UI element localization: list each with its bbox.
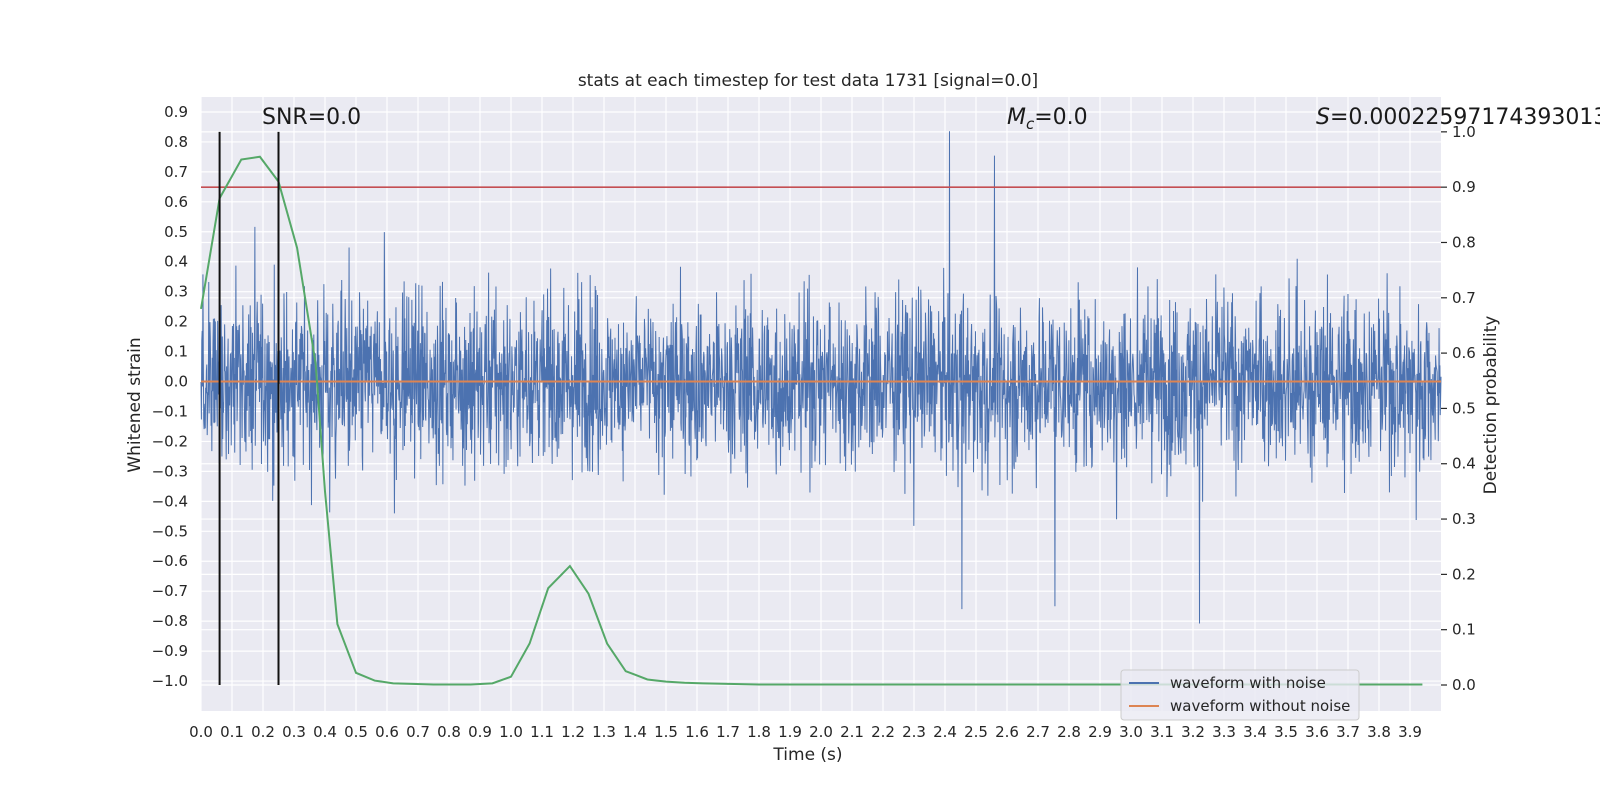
y-tick-label: −0.5 (152, 522, 188, 540)
legend-box (1120, 669, 1360, 721)
y2-tick-label: 0.0 (1452, 676, 1476, 694)
y2-tick-label: 0.3 (1452, 510, 1476, 528)
y-axis-ticks: 0.9 0.8 0.7 0.6 0.5 0.4 0.3 0.2 0.1 0.0 −0.1 −0.2 −0… (152, 103, 188, 690)
x-tick-label: 0.4 (313, 723, 337, 741)
x-tick-label: 3.0 (1119, 723, 1143, 741)
series-detection-probability (200, 155, 1423, 686)
y2-tick-label: 0.5 (1452, 399, 1476, 417)
x-tick-label: 1.9 (778, 723, 802, 741)
x-tick-label: 0.2 (251, 723, 275, 741)
x-tick-label: 1.6 (685, 723, 709, 741)
y2-axis-label: Detection probability (1481, 316, 1501, 495)
y2-tick-label: 0.6 (1452, 344, 1476, 362)
y-tick-label: −0.9 (152, 642, 188, 660)
y-tick-label: 0.2 (164, 313, 188, 331)
x-axis-ticks: 0.0 0.1 0.2 0.3 0.4 0.5 0.6 0.7 0.8 0.9 1.0 1.1 1.2 1… (189, 723, 1422, 741)
x-tick-label: 1.0 (499, 723, 523, 741)
legend: waveform with noise waveform without noi… (1120, 669, 1360, 721)
chirp-mass-annotation: Mc=0.0 (1007, 105, 1088, 133)
y-axis-label: Whitened strain (125, 337, 145, 472)
x-tick-label: 1.4 (623, 723, 647, 741)
x-tick-label: 2.1 (840, 723, 864, 741)
x-tick-label: 0.5 (344, 723, 368, 741)
x-tick-label: 1.8 (747, 723, 771, 741)
y-tick-label: −0.1 (152, 402, 188, 420)
y-tick-label: 0.4 (164, 253, 188, 271)
x-tick-label: 1.5 (654, 723, 678, 741)
y-tick-label: −0.8 (152, 612, 188, 630)
x-tick-label: 1.2 (561, 723, 585, 741)
legend-label-clean: waveform without noise (1170, 697, 1350, 715)
y2-axis-ticks: 1.0 0.9 0.8 0.7 0.6 0.5 0.4 0.3 0.2 0.1 0.0 (1441, 123, 1476, 694)
x-tick-label: 3.8 (1367, 723, 1391, 741)
x-tick-label: 2.2 (871, 723, 895, 741)
x-tick-label: 3.9 (1398, 723, 1422, 741)
x-tick-label: 3.6 (1305, 723, 1329, 741)
y2-tick-label: 0.2 (1452, 565, 1476, 583)
y-tick-label: 0.1 (164, 343, 188, 361)
vertical-markers (218, 131, 280, 686)
x-tick-label: 0.9 (468, 723, 492, 741)
x-tick-label: 0.1 (220, 723, 244, 741)
y-tick-label: 0.6 (164, 193, 188, 211)
x-tick-label: 2.4 (933, 723, 957, 741)
y2-tick-label: 1.0 (1452, 123, 1476, 141)
series-waveform-with-noise (200, 131, 1442, 624)
y2-tick-label: 0.7 (1452, 289, 1476, 307)
x-tick-label: 3.5 (1274, 723, 1298, 741)
x-tick-label: 2.8 (1057, 723, 1081, 741)
x-tick-label: 3.2 (1181, 723, 1205, 741)
x-tick-label: 0.6 (375, 723, 399, 741)
x-tick-label: 0.7 (406, 723, 430, 741)
x-tick-label: 2.5 (964, 723, 988, 741)
s-annotation: S=0.000225971743930131 (1316, 105, 1600, 130)
y2-tick-label: 0.9 (1452, 178, 1476, 196)
x-tick-label: 3.7 (1336, 723, 1360, 741)
y2-tick-label: 0.1 (1452, 621, 1476, 639)
y-tick-label: −0.2 (152, 432, 188, 450)
x-tick-label: 0.3 (282, 723, 306, 741)
y-tick-label: 0.3 (164, 283, 188, 301)
x-axis-label: Time (s) (772, 745, 842, 765)
x-tick-label: 3.1 (1150, 723, 1174, 741)
x-tick-label: 2.3 (902, 723, 926, 741)
y-tick-label: 0.8 (164, 133, 188, 151)
x-tick-label: 2.9 (1088, 723, 1112, 741)
x-tick-label: 1.7 (716, 723, 740, 741)
x-tick-label: 2.0 (809, 723, 833, 741)
x-tick-label: 0.0 (189, 723, 213, 741)
x-tick-label: 3.4 (1243, 723, 1267, 741)
x-tick-label: 0.8 (437, 723, 461, 741)
chart-title: stats at each timestep for test data 173… (578, 71, 1038, 91)
y-tick-label: 0.9 (164, 103, 188, 121)
y-tick-label: 0.7 (164, 163, 188, 181)
x-tick-label: 2.7 (1026, 723, 1050, 741)
y2-tick-label: 0.8 (1452, 233, 1476, 251)
y-tick-label: −0.7 (152, 582, 188, 600)
y-tick-label: 0.5 (164, 223, 188, 241)
probability-line (200, 155, 1423, 686)
x-tick-label: 1.1 (530, 723, 554, 741)
x-tick-label: 1.3 (592, 723, 616, 741)
y-tick-label: 0.0 (164, 373, 188, 391)
x-tick-label: 2.6 (995, 723, 1019, 741)
y-tick-label: −1.0 (152, 672, 188, 690)
noise-line (200, 131, 1442, 624)
snr-annotation: SNR=0.0 (262, 105, 361, 130)
x-tick-label: 3.3 (1212, 723, 1236, 741)
y-tick-label: −0.6 (152, 552, 188, 570)
y-tick-label: −0.3 (152, 462, 188, 480)
y2-tick-label: 0.4 (1452, 455, 1476, 473)
y-tick-label: −0.4 (152, 492, 188, 510)
legend-label-noise: waveform with noise (1170, 674, 1326, 692)
